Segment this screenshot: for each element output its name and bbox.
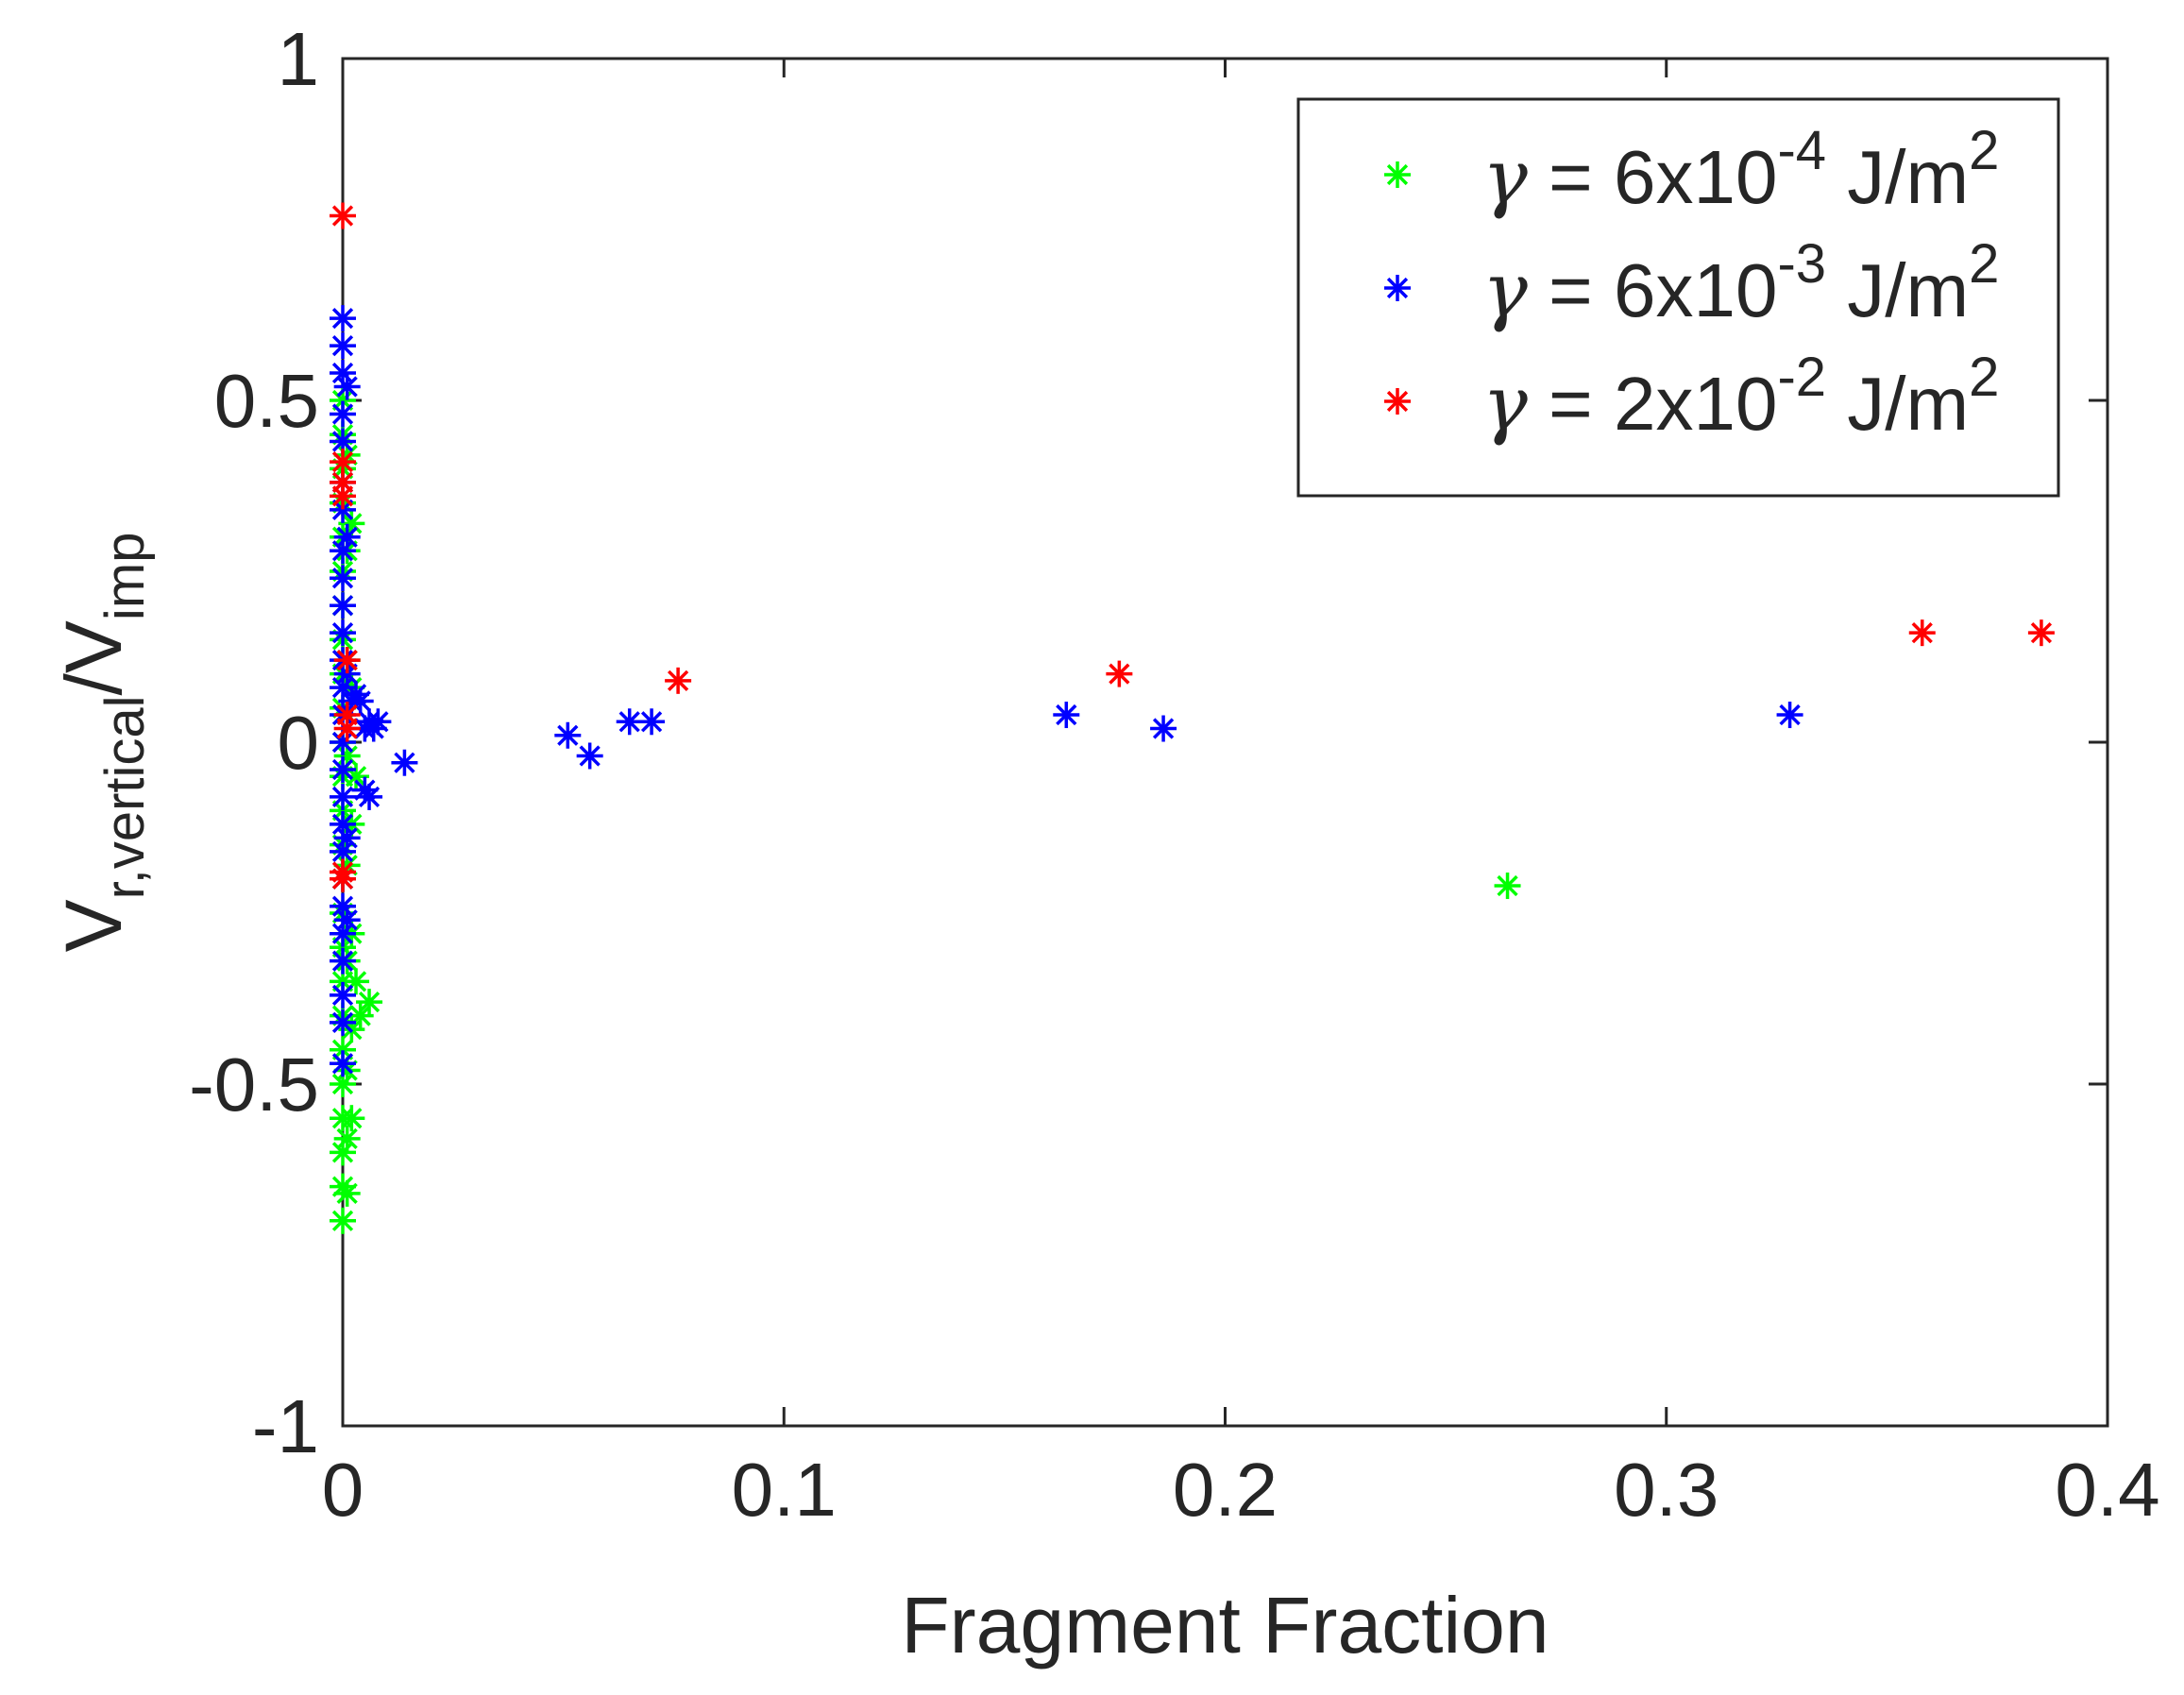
- x-axis-title: Fragment Fraction: [901, 1581, 1549, 1670]
- data-point: [554, 721, 582, 749]
- data-point: [330, 592, 356, 619]
- data-point: [330, 305, 356, 332]
- x-axis-ticks: 0 0.1 0.2 0.3 0.4: [322, 59, 2160, 1532]
- legend-label: γ = 2x10-2 J/m2: [1482, 347, 1999, 448]
- y-axis-title-sub1: r,vertical: [94, 695, 156, 899]
- data-point: [665, 667, 692, 694]
- data-point: [330, 619, 356, 647]
- data-point: [333, 647, 361, 674]
- legend-marker: [1384, 388, 1411, 415]
- data-point: [616, 708, 643, 736]
- x-tick-label: 0.3: [1614, 1448, 1718, 1532]
- data-point: [1908, 619, 1936, 647]
- legend: γ = 6x10-4 J/m2 γ = 6x10-3 J/m2 γ = 2x10-2…: [1296, 97, 2060, 498]
- legend-box: [1296, 97, 2060, 498]
- data-point: [330, 981, 356, 1009]
- x-tick-label: 0.1: [732, 1448, 837, 1532]
- data-point: [1150, 715, 1177, 742]
- data-point: [333, 907, 361, 934]
- data-point: [1494, 873, 1521, 900]
- y-axis-title-mid: /V: [49, 620, 138, 695]
- data-point: [330, 1071, 356, 1097]
- data-point: [333, 523, 361, 551]
- y-axis-title-sub2: imp: [94, 533, 156, 620]
- data-point: [2027, 619, 2055, 647]
- y-axis-ticks: -1 -0.5 0 0.5 1: [189, 17, 2108, 1468]
- legend-label: γ = 6x10-3 J/m2: [1482, 233, 1999, 334]
- data-point: [330, 892, 356, 920]
- data-point: [330, 858, 356, 886]
- data-point: [330, 400, 356, 428]
- data-point: [1776, 702, 1803, 729]
- data-point: [1053, 702, 1080, 729]
- legend-label: γ = 6x10-4 J/m2: [1482, 120, 1999, 221]
- data-point: [330, 947, 356, 975]
- data-point: [356, 989, 383, 1016]
- data-point: [330, 537, 356, 565]
- data-point: [330, 1050, 356, 1077]
- data-point: [333, 1179, 361, 1207]
- y-tick-label: 1: [278, 17, 320, 101]
- data-point: [330, 202, 356, 229]
- x-tick-label: 0: [322, 1448, 364, 1532]
- data-point: [330, 755, 356, 783]
- data-point: [343, 968, 370, 995]
- data-point: [330, 1009, 356, 1036]
- data-point: [1106, 660, 1133, 687]
- data-point: [330, 565, 356, 592]
- data-point: [576, 742, 603, 770]
- data-point: [338, 1105, 365, 1132]
- y-axis-title-base: V: [49, 899, 138, 952]
- data-point: [364, 708, 392, 736]
- legend-marker: [1384, 161, 1411, 188]
- y-tick-label: 0.5: [214, 359, 319, 443]
- data-point: [330, 483, 356, 510]
- legend-marker: [1384, 275, 1411, 301]
- x-tick-label: 0.4: [2055, 1448, 2159, 1532]
- data-point: [333, 373, 361, 400]
- y-tick-label: -1: [252, 1384, 319, 1468]
- data-point: [330, 783, 356, 810]
- data-point: [333, 715, 361, 742]
- series-layer: [330, 202, 2055, 1234]
- series-3: [330, 202, 2055, 892]
- x-tick-label: 0.2: [1173, 1448, 1278, 1532]
- data-point: [333, 1125, 361, 1152]
- data-point: [391, 749, 418, 776]
- data-point: [351, 776, 379, 804]
- data-point: [333, 824, 361, 852]
- y-axis-title: Vr,vertical/Vimp: [49, 533, 156, 953]
- data-point: [330, 1207, 356, 1234]
- y-tick-label: 0: [278, 701, 320, 785]
- y-tick-label: -0.5: [189, 1042, 319, 1127]
- data-point: [330, 332, 356, 360]
- data-point: [638, 708, 666, 736]
